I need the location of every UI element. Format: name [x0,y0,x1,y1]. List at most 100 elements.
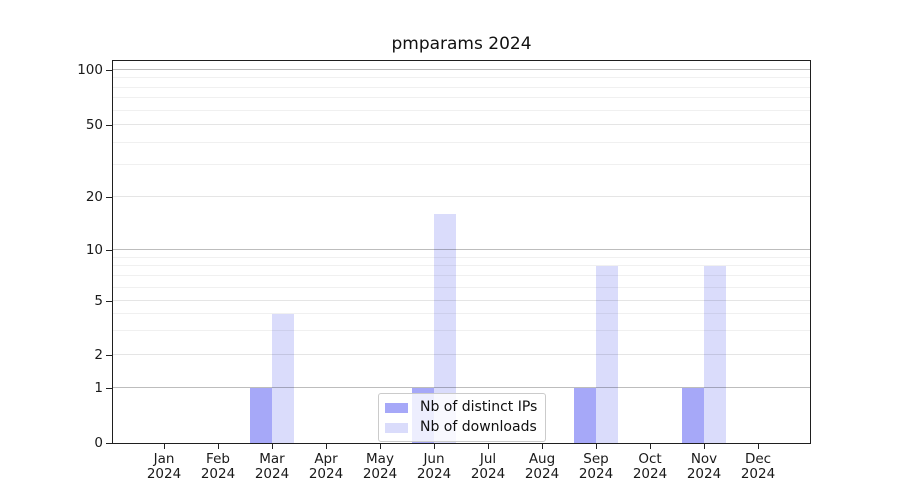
x-tick-year-sep: 2024 [578,465,614,482]
y-tick-50 [106,125,113,126]
gridline-y-1 [113,387,810,388]
y-tick-100 [106,70,113,71]
x-tick-year-apr: 2024 [308,465,344,482]
x-tick-sep [596,443,597,449]
gridline-y-100 [113,69,810,70]
x-tick-apr [326,443,327,449]
x-tick-feb [218,443,219,449]
x-tick-label-oct: Oct 2024 [620,452,680,481]
y-tick-label-100: 100 [77,62,103,78]
x-tick-label-jun: Jun 2024 [404,452,464,481]
minor-gridline-y-40 [113,141,810,143]
y-tick-2 [106,355,113,356]
minor-gridline-y-30 [113,164,810,166]
y-tick-label-5: 5 [94,293,103,309]
minor-gridline-y-9 [113,256,810,258]
gridline-y-2 [113,354,810,355]
y-tick-label-50: 50 [85,117,103,133]
legend-swatch-downloads [385,422,408,433]
x-tick-label-sep: Sep 2024 [566,452,626,481]
x-tick-nov [704,443,705,449]
x-tick-year-aug: 2024 [524,465,560,482]
x-tick-month-jun: Jun [423,451,445,467]
x-tick-year-mar: 2024 [254,465,290,482]
bar-ips-sep [574,388,596,443]
minor-gridline-y-80 [113,86,810,88]
minor-gridline-y-8 [113,265,810,267]
x-tick-label-jan: Jan 2024 [134,452,194,481]
x-tick-month-nov: Nov [690,451,718,467]
x-tick-label-apr: Apr 2024 [296,452,356,481]
bar-downloads-jun [434,214,456,443]
minor-gridline-y-7 [113,275,810,277]
gridline-y-20 [113,196,810,197]
legend-entry-distinct-ips: Nb of distinct IPs [385,399,537,416]
y-tick-20 [106,197,113,198]
x-tick-year-feb: 2024 [200,465,236,482]
x-tick-year-oct: 2024 [632,465,668,482]
minor-gridline-y-4 [113,313,810,315]
x-tick-month-may: May [366,451,394,467]
minor-gridline-y-70 [113,97,810,99]
x-tick-year-dec: 2024 [740,465,776,482]
y-tick-10 [106,250,113,251]
x-tick-year-may: 2024 [362,465,398,482]
x-tick-year-nov: 2024 [686,465,722,482]
legend-entry-downloads: Nb of downloads [385,419,537,436]
x-tick-oct [650,443,651,449]
y-tick-1 [106,388,113,389]
gridline-y-10 [113,249,810,250]
plot-area [112,60,811,444]
y-tick-5 [106,301,113,302]
y-tick-label-10: 10 [85,242,103,258]
y-tick-label-0: 0 [94,435,103,451]
x-tick-jul [488,443,489,449]
x-tick-month-dec: Dec [744,451,772,467]
x-tick-year-jul: 2024 [470,465,506,482]
x-tick-label-aug: Aug 2024 [512,452,572,481]
x-tick-dec [758,443,759,449]
minor-gridline-y-3 [113,330,810,332]
minor-gridline-y-6 [113,286,810,288]
x-tick-month-feb: Feb [206,451,230,467]
legend: Nb of distinct IPs Nb of downloads [378,393,547,442]
x-tick-label-dec: Dec 2024 [728,452,788,481]
y-tick-0 [106,443,113,444]
x-tick-month-mar: Mar [259,451,285,467]
y-tick-label-2: 2 [94,347,103,363]
x-tick-month-oct: Oct [638,451,662,467]
x-tick-month-aug: Aug [528,451,556,467]
x-tick-label-may: May 2024 [350,452,410,481]
x-tick-month-jan: Jan [153,451,175,467]
x-tick-mar [272,443,273,449]
bar-ips-mar [250,388,272,443]
x-tick-month-apr: Apr [314,451,338,467]
bar-ips-nov [682,388,704,443]
x-tick-may [380,443,381,449]
y-tick-label-1: 1 [94,380,103,396]
gridline-y-50 [113,124,810,125]
x-tick-year-jan: 2024 [146,465,182,482]
legend-label-downloads: Nb of downloads [420,419,537,435]
x-tick-label-mar: Mar 2024 [242,452,302,481]
x-tick-label-feb: Feb 2024 [188,452,248,481]
x-tick-year-jun: 2024 [416,465,452,482]
x-tick-jun [434,443,435,449]
bar-downloads-nov [704,266,726,443]
x-tick-label-nov: Nov 2024 [674,452,734,481]
bar-downloads-sep [596,266,618,443]
bar-downloads-mar [272,314,294,443]
x-tick-jan [164,443,165,449]
minor-gridline-y-90 [113,77,810,79]
minor-gridline-y-60 [113,109,810,111]
legend-swatch-distinct-ips [385,402,408,413]
x-tick-label-jul: Jul 2024 [458,452,518,481]
x-tick-month-sep: Sep [583,451,609,467]
legend-label-distinct-ips: Nb of distinct IPs [420,399,538,415]
x-tick-aug [542,443,543,449]
x-tick-month-jul: Jul [479,451,497,467]
chart-title: pmparams 2024 [391,34,532,54]
y-tick-label-20: 20 [85,189,103,205]
gridline-y-5 [113,300,810,301]
